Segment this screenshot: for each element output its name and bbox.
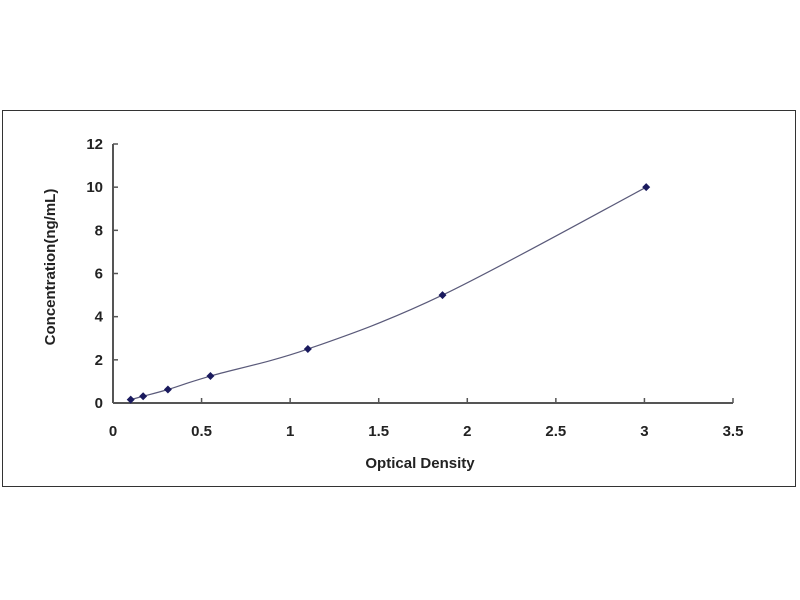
y-tick-label: 2 — [95, 352, 103, 369]
chart-frame — [2, 110, 796, 487]
y-tick-label: 12 — [86, 136, 103, 153]
y-tick-label: 10 — [86, 179, 103, 196]
trend-curve — [130, 186, 647, 401]
data-point — [139, 392, 148, 401]
x-tick-label: 2 — [463, 423, 471, 440]
x-tick-label: 0 — [109, 423, 117, 440]
y-tick-label: 0 — [95, 395, 103, 412]
data-point — [642, 183, 651, 192]
data-point — [206, 372, 215, 381]
x-tick-label: 3.5 — [723, 423, 744, 440]
data-point — [163, 385, 172, 394]
x-tick-label: 0.5 — [191, 423, 212, 440]
y-tick-label: 8 — [95, 222, 103, 239]
x-tick-label: 1 — [286, 423, 294, 440]
data-point — [438, 291, 447, 300]
y-axis-label: Concentration(ng/mL) — [42, 189, 59, 346]
x-tick-label: 1.5 — [368, 423, 389, 440]
data-point — [126, 395, 135, 404]
y-tick-label: 6 — [95, 266, 103, 283]
x-axis-label: Optical Density — [365, 455, 475, 472]
x-tick-label: 2.5 — [545, 423, 566, 440]
x-tick-label: 3 — [640, 423, 648, 440]
y-tick-label: 4 — [95, 309, 104, 326]
data-point — [303, 345, 312, 354]
